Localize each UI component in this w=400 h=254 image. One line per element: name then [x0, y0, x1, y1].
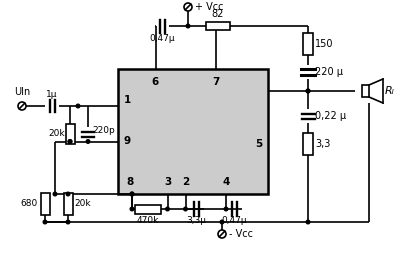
Bar [206, 22, 230, 30]
Text: 150: 150 [315, 39, 334, 49]
Circle shape [66, 192, 70, 196]
Bar [66, 124, 74, 144]
Text: 3,3μ: 3,3μ [186, 216, 206, 225]
Bar [118, 69, 268, 194]
Text: + Vcc: + Vcc [195, 2, 224, 12]
Text: 82: 82 [212, 9, 224, 19]
Circle shape [130, 192, 134, 196]
Circle shape [66, 220, 70, 224]
Text: 3,3: 3,3 [315, 139, 330, 149]
Bar [303, 133, 313, 155]
Text: 6: 6 [152, 77, 159, 87]
Text: 1μ: 1μ [46, 90, 58, 99]
Circle shape [76, 104, 80, 108]
Text: 1: 1 [124, 95, 131, 105]
Bar [362, 85, 369, 97]
Circle shape [130, 207, 134, 211]
Bar [40, 193, 50, 215]
Text: 20k: 20k [48, 130, 65, 138]
Text: 4: 4 [222, 177, 230, 187]
Text: 220p: 220p [92, 126, 115, 135]
Text: 220 μ: 220 μ [315, 67, 343, 77]
Circle shape [86, 140, 90, 143]
Circle shape [184, 207, 187, 211]
Bar [135, 204, 161, 214]
Circle shape [166, 207, 169, 211]
Text: 8: 8 [126, 177, 133, 187]
Text: 7: 7 [212, 77, 219, 87]
Circle shape [43, 220, 47, 224]
Circle shape [186, 24, 190, 28]
Circle shape [220, 220, 224, 224]
Circle shape [224, 207, 228, 211]
Text: 680: 680 [21, 199, 38, 209]
Text: 0,47μ: 0,47μ [221, 216, 247, 225]
Text: - Vcc: - Vcc [229, 229, 253, 239]
Text: Rₗ: Rₗ [385, 86, 395, 96]
Circle shape [68, 140, 72, 143]
Circle shape [130, 192, 134, 196]
Text: 0,47μ: 0,47μ [149, 34, 175, 43]
Text: 2: 2 [182, 177, 189, 187]
Bar [64, 193, 72, 215]
Bar [303, 33, 313, 55]
Text: 5: 5 [255, 139, 262, 149]
Text: 470k: 470k [137, 216, 159, 225]
Circle shape [306, 89, 310, 93]
Circle shape [306, 89, 310, 93]
Text: 20k: 20k [74, 199, 91, 209]
Text: 3: 3 [164, 177, 171, 187]
Circle shape [53, 192, 57, 196]
Circle shape [306, 220, 310, 224]
Text: 9: 9 [124, 136, 131, 147]
Circle shape [68, 140, 72, 143]
Text: 0,22 μ: 0,22 μ [315, 111, 346, 121]
Text: UIn: UIn [14, 87, 30, 97]
